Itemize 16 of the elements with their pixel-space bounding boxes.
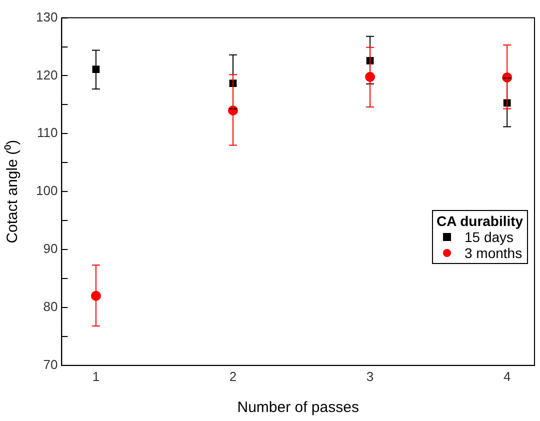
x-tick-label: 3: [366, 368, 374, 384]
x-tick-label: 1: [92, 368, 100, 384]
y-tick-label: 80: [43, 299, 58, 314]
legend-label: 3 months: [464, 244, 522, 261]
y-tick-label: 120: [36, 67, 58, 82]
x-axis-title: Number of passes: [237, 399, 359, 416]
y-tick-label: 70: [43, 356, 58, 372]
y-tick-label: 90: [43, 241, 58, 256]
y-tick-label: 100: [36, 183, 58, 198]
legend-label: 15 days: [464, 228, 514, 245]
y-axis-title: Cotact angle (⁰): [4, 140, 22, 244]
legend-title: CA durability: [436, 212, 524, 229]
y-tick-label: 130: [36, 9, 58, 24]
x-tick-label: 4: [503, 368, 511, 384]
x-tick-label: 2: [229, 368, 237, 384]
y-tick-label: 110: [36, 125, 58, 140]
